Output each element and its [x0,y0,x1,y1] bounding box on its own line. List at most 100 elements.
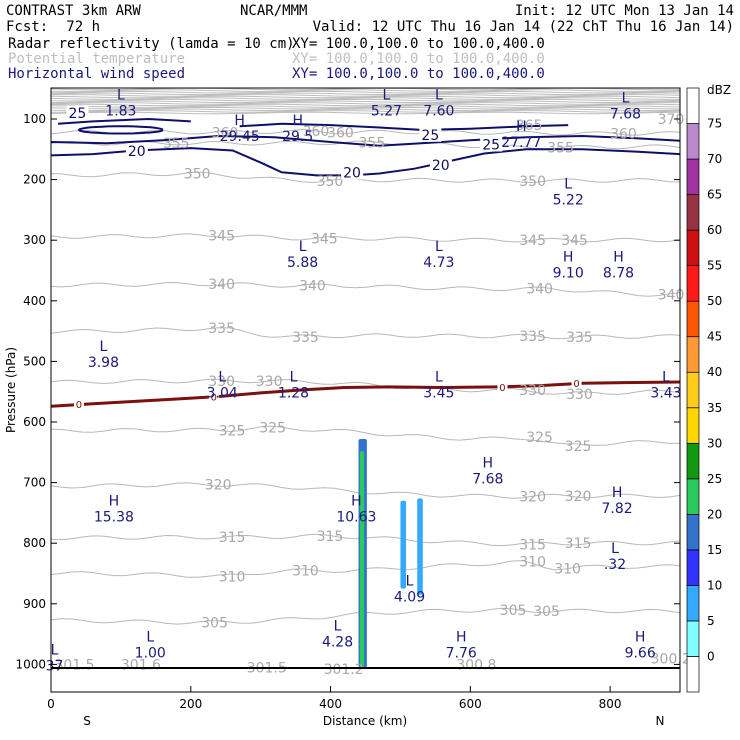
theta-label: 301.2 [324,662,364,678]
endpoint-south: S [83,714,91,728]
x-tick-label: 800 [599,697,622,711]
colorbar-unit: dBZ [707,83,731,97]
extremum-value: 7.68 [610,107,641,123]
theta-label: 315 [519,537,546,553]
colorbar-swatch [686,265,700,302]
field-xy-reflectivity: XY= 100.0,100.0 to 100.0,400.0 [292,36,545,52]
theta-contour-350 [50,171,681,184]
extremum-value: 8.78 [603,265,634,281]
extremum-kind: H [456,629,467,645]
extremum-kind: H [635,629,646,645]
extremum-kind: H [612,485,623,501]
extremum-value: 4.73 [423,255,454,271]
stratosphere-dense-theta-contours [50,87,681,115]
zero-label-bg [571,377,582,389]
extremum-value: 15.38 [94,510,134,526]
extremum-value: 1.83 [105,104,136,120]
wind-label-bg [341,165,364,180]
theta-label: 301.5 [54,657,94,673]
colorbar-swatch [686,478,700,515]
field-xy-theta: XY= 100.0,100.0 to 100.0,400.0 [292,51,545,67]
theta-label: 305 [500,603,527,619]
theta-label: 350 [519,174,546,190]
extremum-kind: L [622,91,630,107]
theta-contour-strato [50,98,681,102]
theta-label: 350 [184,167,211,183]
reflectivity-cell [359,451,365,668]
theta-label: 335 [208,321,235,337]
extremum-kind: H [483,455,494,471]
theta-contour-strato [50,110,681,113]
extremum-kind: L [435,239,443,255]
theta-label: 310 [292,563,319,579]
theta-label: 310 [554,562,581,578]
theta-label: 360 [610,127,637,143]
extremum-value: 5.22 [553,193,584,209]
theta-label: 305 [533,604,560,620]
colorbar-swatch [686,87,700,124]
extremum-kind: L [334,618,342,634]
zero-contour-label: 0 [76,400,82,411]
extremum-value: 37 [46,659,64,675]
wind-label: 20 [128,144,146,160]
y-tick-label: 800 [23,536,46,550]
extremum-value: 4.28 [322,634,353,650]
zero-contour-label: 0 [573,379,579,390]
colorbar-swatch [686,371,700,409]
theta-label: 345 [561,233,588,249]
extremum-kind: H [613,249,624,265]
extremum-kind: H [351,494,362,510]
zero-label-bg [73,397,84,409]
theta-contour-345 [50,233,681,243]
theta-contour-335 [50,327,681,340]
extremum-kind: H [292,113,303,129]
zero-contour-label: 0 [211,393,217,404]
extremum-value: 10.63 [336,510,376,526]
y-axis-label: Pressure (hPa) [4,347,18,433]
colorbar-swatch [686,620,700,657]
zero-label-bg [497,380,508,392]
wind-contour-25-upper [57,117,191,125]
extremum-kind: H [563,249,574,265]
field-name-theta: Potential temperature [8,51,185,67]
theta-contour-355 [50,140,681,150]
theta-label: 370 [658,112,685,128]
zero-wind-contour: 0 0 0 0 [50,377,681,411]
y-tick-label: 300 [23,233,46,247]
organization: NCAR/MMM [240,3,307,19]
extremum-kind: L [100,339,108,355]
x-axis-label: Distance (km) [323,714,407,728]
colorbar-label: 30 [707,436,722,450]
reflectivity-cell [417,498,423,595]
theta-label: 355 [547,140,574,156]
y-tick-label: 1000 [15,657,46,671]
theta-label: 315 [565,536,592,552]
theta-contour-strato [50,90,681,94]
theta-label: 360 [303,124,330,140]
theta-label: 301.6 [121,657,161,673]
extremum-value: 1.00 [135,645,166,661]
colorbar-label: 75 [707,117,722,131]
extremum-kind: L [146,629,154,645]
x-axis: 0 200 400 600 800 [47,686,622,711]
field-name-reflectivity: Radar reflectivity (lamda = 10 cm) [8,36,295,52]
extremum-value: 29.45 [220,129,260,145]
colorbar-label: 55 [707,259,722,273]
extremum-kind: L [564,177,572,193]
colorbar-label: 50 [707,294,722,308]
colorbar-label: 5 [707,614,715,628]
colorbar-label: 15 [707,543,722,557]
theta-label: 345 [311,231,338,247]
wind-label: 20 [343,165,361,181]
extremum-kind: L [299,239,307,255]
y-tick-label: 700 [23,476,46,490]
plot-frame [50,87,681,693]
zero-contour-line [50,380,681,408]
extremum-kind: L [383,88,391,104]
zero-contour-label: 0 [499,383,505,394]
colorbar-label: 65 [707,188,722,202]
theta-label: 330 [256,374,283,390]
theta-contour-strato [50,102,681,105]
theta-contour-strato [50,89,681,92]
